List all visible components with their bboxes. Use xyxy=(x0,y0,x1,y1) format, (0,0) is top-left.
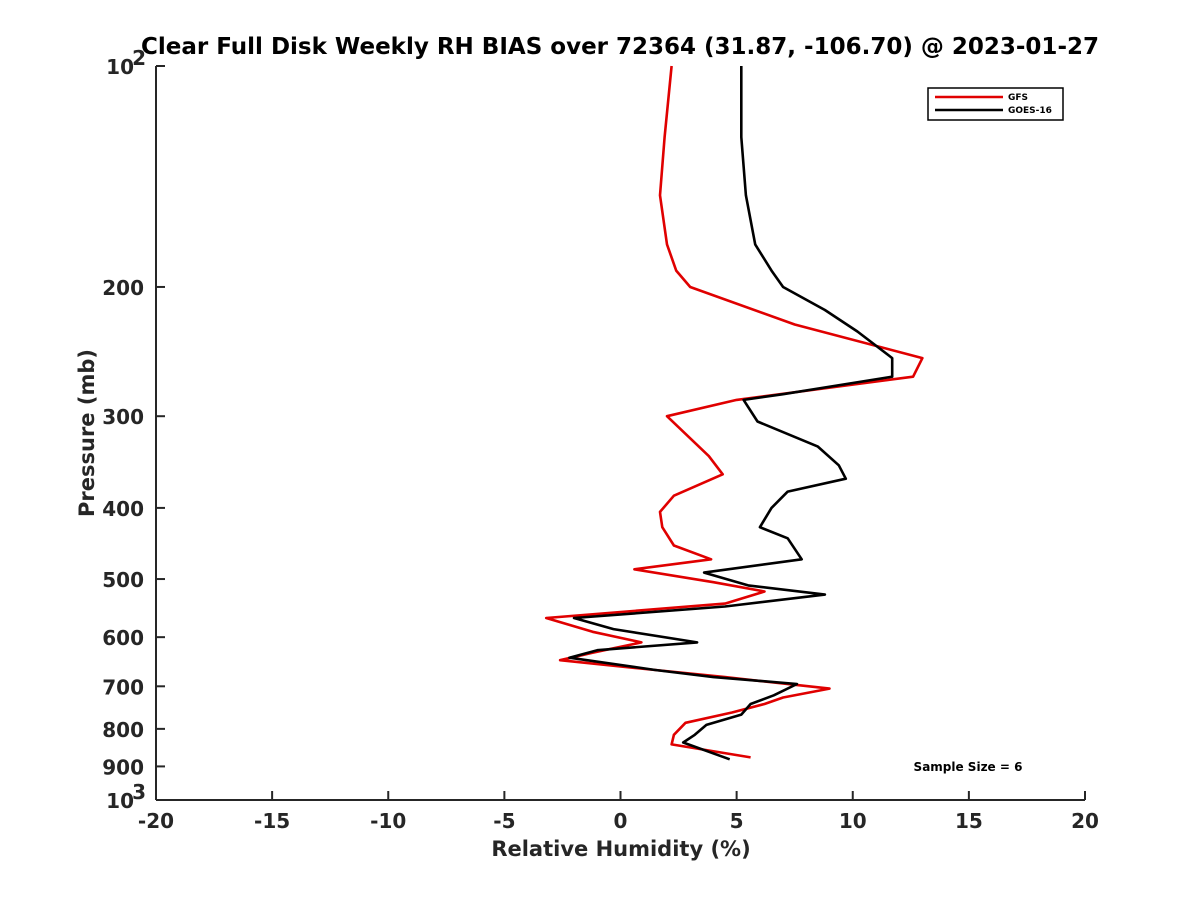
sample-size-annotation: Sample Size = 6 xyxy=(914,760,1023,774)
chart-title: Clear Full Disk Weekly RH BIAS over 7236… xyxy=(141,34,1099,60)
axes xyxy=(155,66,1085,801)
x-tick-label: -10 xyxy=(370,809,406,833)
y-tick-label: 700 xyxy=(102,675,144,699)
x-axis-ticks: -20 -15 -10 -5 0 5 10 15 20 xyxy=(138,791,1099,833)
legend: GFS GOES-16 xyxy=(927,87,1064,121)
plot-series xyxy=(544,65,924,761)
x-tick-label: 5 xyxy=(730,809,744,833)
legend-label-goes16: GOES-16 xyxy=(1008,106,1052,116)
x-tick-label: 15 xyxy=(955,809,983,833)
legend-box xyxy=(927,87,1064,121)
y-tick-label: 10 xyxy=(106,789,134,813)
y-tick-label: 900 xyxy=(102,755,144,779)
y-tick-label: 800 xyxy=(102,718,144,742)
x-tick-label: 20 xyxy=(1071,809,1099,833)
x-axis-label: Relative Humidity (%) xyxy=(491,837,750,861)
y-tick-exponent: 3 xyxy=(132,780,146,804)
y-tick-label: 10 xyxy=(106,55,134,79)
y-axis-label: Pressure (mb) xyxy=(75,349,99,517)
y-tick-exponent: 2 xyxy=(132,46,146,70)
x-tick-label: -5 xyxy=(493,809,515,833)
y-tick-label: 500 xyxy=(102,568,144,592)
y-tick-label: 200 xyxy=(102,276,144,300)
legend-label-gfs: GFS xyxy=(1008,93,1028,103)
series-line-goes16 xyxy=(568,66,894,761)
y-tick-label: 600 xyxy=(102,626,144,650)
y-tick-label: 300 xyxy=(102,405,144,429)
x-tick-label: 10 xyxy=(839,809,867,833)
x-tick-label: 0 xyxy=(614,809,628,833)
x-tick-label: -20 xyxy=(138,809,174,833)
y-tick-label: 400 xyxy=(102,497,144,521)
x-tick-label: -15 xyxy=(254,809,290,833)
series-line-gfs xyxy=(544,65,924,759)
